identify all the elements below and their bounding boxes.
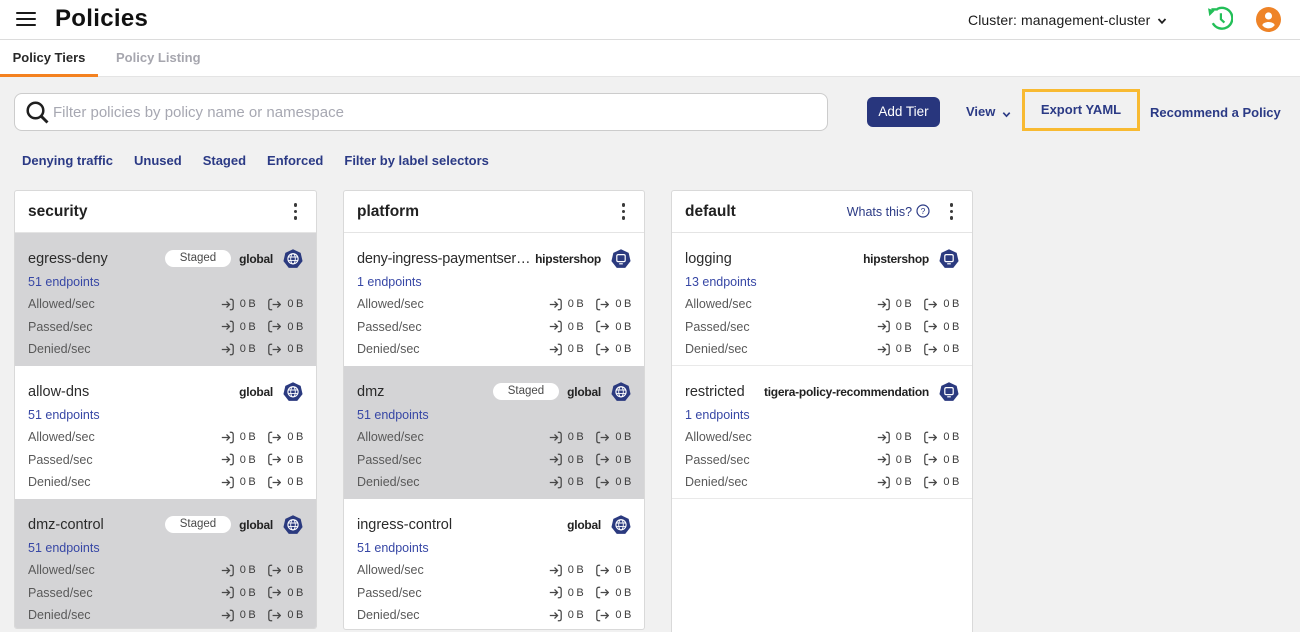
svg-text:?: ? bbox=[920, 206, 925, 216]
